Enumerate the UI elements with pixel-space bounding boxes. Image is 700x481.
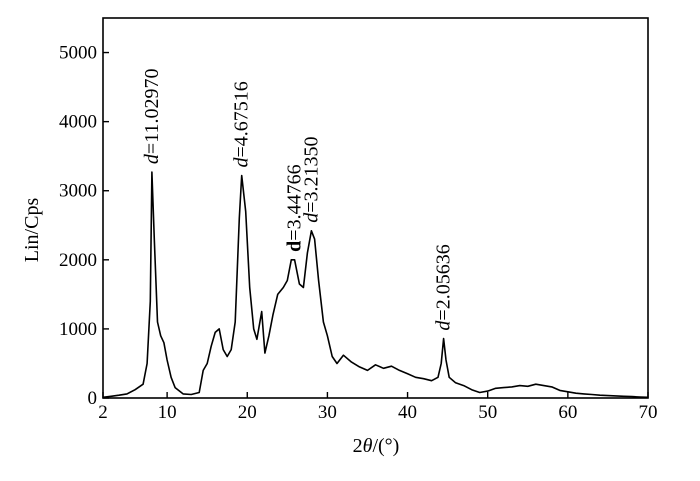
y-tick-label: 5000	[59, 43, 97, 64]
x-tick-label: 2	[98, 402, 108, 423]
x-tick-label: 30	[318, 402, 337, 423]
peak-label-4: d=2.05636	[433, 244, 455, 330]
peak-label-3: d=3.21350	[300, 137, 322, 223]
y-tick-label: 4000	[59, 112, 97, 133]
x-axis-label-prefix: 2	[353, 435, 363, 457]
y-tick-label: 0	[88, 388, 98, 409]
x-tick-label: 10	[158, 402, 177, 423]
y-tick-label: 3000	[59, 181, 97, 202]
x-axis-label-symbol: θ	[363, 435, 373, 457]
x-axis-label: 2θ/(°)	[353, 435, 400, 457]
plot-frame	[102, 17, 649, 399]
x-tick-label: 70	[639, 402, 658, 423]
peak-label-1: d=4.67516	[231, 81, 253, 167]
x-tick-label: 20	[238, 402, 257, 423]
y-tick-label: 2000	[59, 250, 97, 271]
x-tick-label: 50	[478, 402, 497, 423]
x-tick-label: 60	[558, 402, 577, 423]
x-axis-label-suffix: /(°)	[372, 435, 399, 457]
series-line-0	[102, 171, 649, 399]
y-axis-label: Lin/Cps	[21, 198, 43, 263]
peak-label-0: d=11.02970	[141, 69, 163, 165]
x-tick-label: 40	[398, 402, 417, 423]
peak-label-2: d=3.44766	[284, 164, 306, 251]
y-tick-label: 1000	[59, 319, 97, 340]
